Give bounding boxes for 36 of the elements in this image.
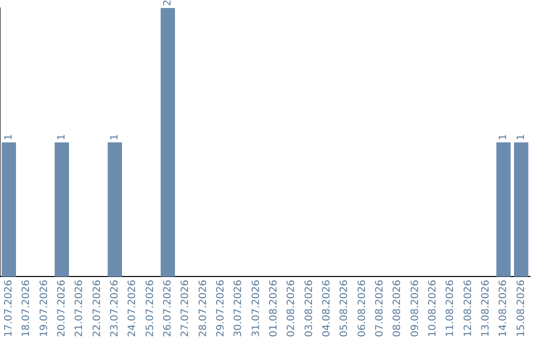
- x-tick-label: 17.07.2026: [3, 280, 14, 338]
- data-label: 1: [516, 134, 527, 140]
- x-tick-label: 26.07.2026: [162, 280, 174, 338]
- data-label: 1: [56, 134, 68, 140]
- x-tick-label: 08.08.2026: [392, 280, 404, 338]
- x-tick-label: 01.08.2026: [268, 280, 280, 338]
- x-tick-label: 30.07.2026: [233, 280, 244, 338]
- x-tick-label: 09.08.2026: [410, 280, 421, 338]
- data-label: 1: [3, 134, 14, 140]
- x-tick-label: 28.07.2026: [198, 280, 209, 338]
- x-tick-label: 18.07.2026: [21, 280, 32, 338]
- x-tick-label: 21.07.2026: [74, 280, 86, 338]
- data-label: 1: [109, 134, 120, 140]
- x-tick-label: 31.07.2026: [250, 280, 262, 338]
- x-tick-label: 14.08.2026: [498, 280, 510, 338]
- x-tick-label: 19.07.2026: [38, 280, 50, 338]
- x-tick-label: 03.08.2026: [304, 280, 315, 338]
- x-tick-label: 24.07.2026: [127, 280, 138, 338]
- x-tick-label: 02.08.2026: [286, 280, 298, 338]
- x-tick-label: 29.07.2026: [215, 280, 226, 338]
- x-tick-label: 07.08.2026: [374, 280, 386, 338]
- x-tick-label: 22.07.2026: [92, 280, 103, 338]
- x-tick-label: 06.08.2026: [356, 280, 368, 338]
- x-tick-label: 27.07.2026: [180, 280, 192, 338]
- x-tick-label: 15.08.2026: [516, 280, 527, 338]
- x-tick-label: 05.08.2026: [339, 280, 350, 338]
- x-tick-label: 11.08.2026: [445, 280, 456, 338]
- x-tick-label: 10.08.2026: [427, 280, 438, 338]
- x-tick-label: 13.08.2026: [480, 280, 492, 338]
- data-label: 2: [162, 0, 174, 6]
- x-tick-label: 12.08.2026: [462, 280, 474, 338]
- x-tick-label: 23.07.2026: [109, 280, 120, 338]
- x-tick-label: 25.07.2026: [144, 280, 156, 338]
- data-label: 1: [498, 134, 510, 140]
- x-tick-label: 04.08.2026: [321, 280, 332, 338]
- x-tick-label: 20.07.2026: [56, 280, 68, 338]
